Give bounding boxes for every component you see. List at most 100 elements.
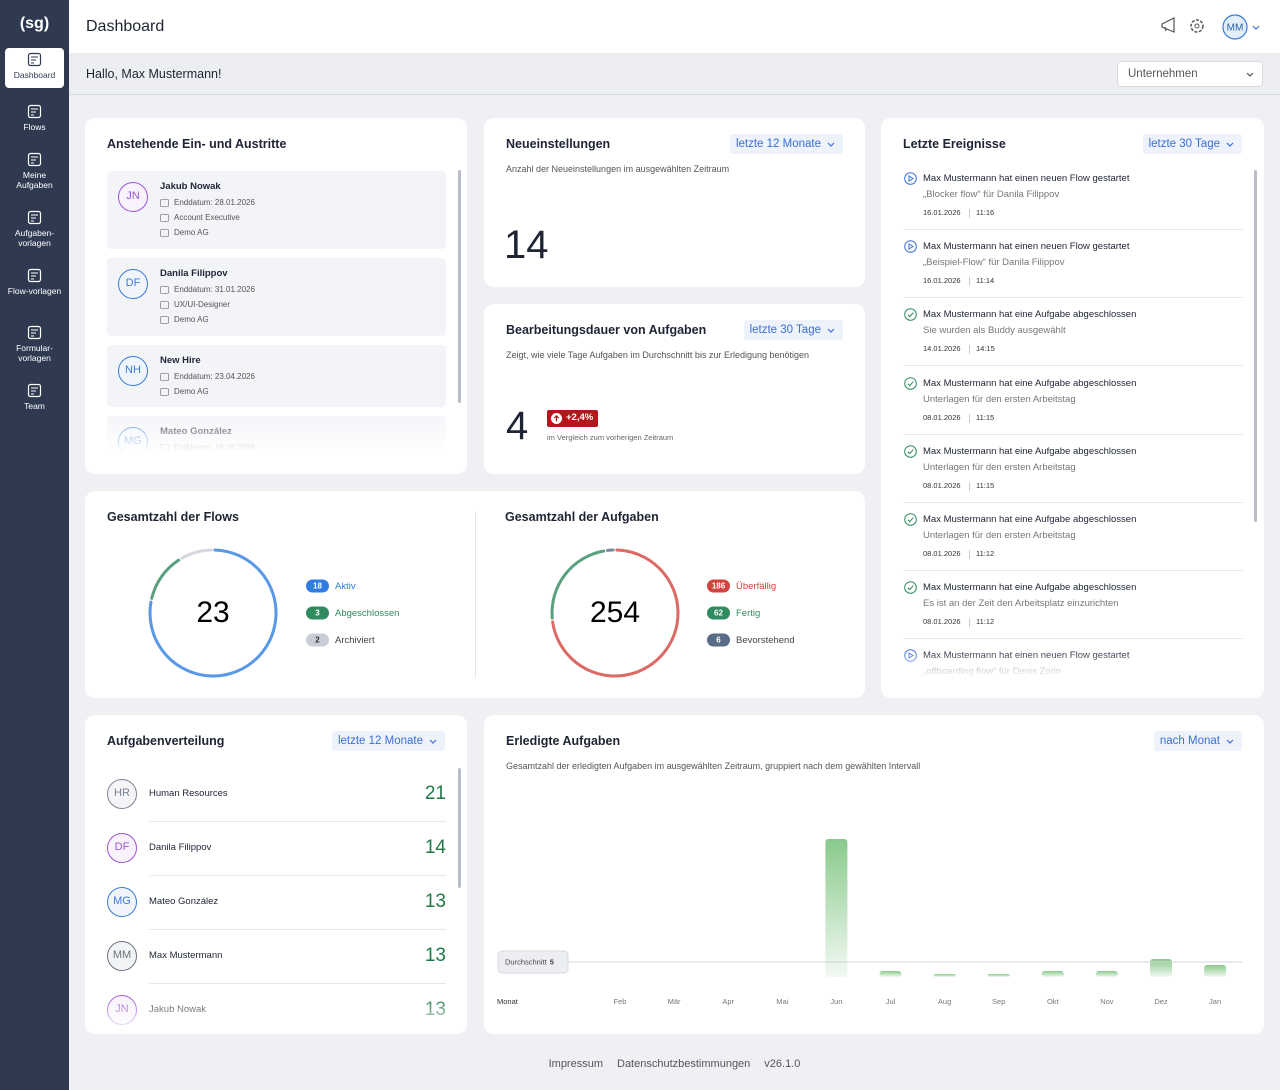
card-subtitle: Anzahl der Neueinstellungen im ausgewähl… [506,161,729,177]
average-label: Durchschnitt5 [505,957,554,966]
event-text: Max Mustermann hat einen neuen Flow gest… [923,239,1129,255]
event-icon [905,445,917,457]
company-select[interactable]: Unternehmen [1117,61,1263,87]
legend-label: Bevorstehend [736,635,795,646]
event-icon [904,581,917,594]
legend-value: 62 [714,609,723,618]
avatar: NH [118,356,148,386]
avatar: DF [118,269,148,299]
event-time: 14:15 [976,341,995,357]
event-separator [969,482,970,491]
event-detail: Unterlagen für den ersten Arbeitstag [923,528,1076,544]
legend-label: Aktiv [335,581,356,592]
event-date: 16.01.2026 [923,205,961,221]
x-tick-label: Okt [1047,997,1060,1006]
filter-dropdown[interactable]: letzte 30 Tage [744,320,843,340]
filter-dropdown[interactable]: letzte 12 Monate [332,731,445,751]
event-time: 11:12 [976,546,994,562]
entry-name: Danila Filippov [160,266,228,282]
entry-role: Account Executive [174,210,240,226]
nav-icon [31,330,38,336]
event-icon [905,582,917,594]
settings-icon[interactable] [1191,20,1203,32]
nav-item[interactable]: Flows [5,100,64,148]
entry-icon [161,374,169,381]
kpi-value: 14 [504,237,549,253]
legend-value: 3 [315,609,320,618]
event-icon [905,377,917,389]
events-card: Letzte Ereignisseletzte 30 TageMax Muste… [881,118,1264,698]
event-item: Max Mustermann hat einen neuen Flow gest… [903,170,1243,238]
nav-icon [28,326,41,339]
task-count: 13 [357,948,446,964]
event-text: Max Mustermann hat einen neuen Flow gest… [923,171,1129,187]
nav-icon [31,57,38,63]
chevron [1226,142,1234,147]
x-tick-label: Aug [938,997,951,1006]
entry-end-date: Enddatum: 23.04.2026 [174,369,255,385]
entry-name: Jakub Nowak [160,179,221,195]
donut-total: 254 [590,596,640,629]
footer-link[interactable]: Impressum [549,1056,603,1072]
nav-item[interactable]: Aufgaben-vorlagen [5,206,64,254]
event-item: Max Mustermann hat eine Aufgabe abgeschl… [903,375,1243,443]
avatar-tint [108,780,136,808]
chevron [828,143,834,146]
card-title: Bearbeitungsdauer von Aufgaben [506,322,706,338]
event-divider [903,434,1243,435]
event-icon [908,381,914,385]
entry-icon [161,287,169,294]
entries-exits-card: Anstehende Ein- und AustritteJNJakub Now… [85,118,467,474]
nav-item[interactable]: Meine Aufgaben [5,148,64,196]
processing-time-card: Bearbeitungsdauer von Aufgaben letzte 30 … [484,304,865,474]
nav-item[interactable]: Dashboard [5,48,64,88]
event-divider [903,365,1243,366]
nav-item[interactable]: Flow-vorlagen [5,264,64,312]
entry-icon [160,373,169,381]
average-value: 5 [550,957,554,966]
entry-end-date: Enddatum: 31.01.2026 [174,282,255,298]
scrollbar [458,768,461,888]
nav-icon [28,384,41,397]
event-separator [969,618,970,627]
announcement-icon[interactable] [1162,18,1174,32]
x-tick-label: Jun [830,997,842,1006]
x-tick-label: Jan [1209,997,1221,1006]
filter-dropdown[interactable]: letzte 30 Tage [1143,134,1242,154]
event-text: Max Mustermann hat eine Aufgabe abgeschl… [923,580,1136,596]
x-tick-label: Feb [614,997,627,1006]
header-icons: MM [1160,15,1270,41]
event-separator [969,414,970,423]
bar [1096,971,1118,977]
nav-label: Meine Aufgaben [7,170,62,190]
legend-label: Fertig [736,608,760,619]
x-tick-label: Nov [1100,997,1114,1006]
nav-icon [28,53,41,66]
event-date: 14.01.2026 [923,341,961,357]
avatar-tint [108,888,136,916]
distribution-card: Aufgabenverteilungletzte 12 MonateHRHuma… [85,715,467,1034]
avatar-tint [119,183,147,211]
entry-icon [160,301,169,309]
company-select-text: Unternehmen [1128,66,1198,82]
event-icon [905,514,917,526]
footer-link[interactable]: Datenschutzbestimmungen [617,1056,750,1072]
event-detail: „Blocker flow“ für Danila Filippov [923,187,1059,203]
filter-dropdown[interactable]: letzte 12 Monate [730,134,843,154]
bar [988,974,1010,977]
event-time: 11:15 [976,410,994,426]
legend-label: Überfällig [736,581,776,592]
chevron [1246,72,1254,77]
event-text: Max Mustermann hat eine Aufgabe abgeschl… [923,444,1136,460]
entry-item: DFDanila FilippovEnddatum: 31.01.2026UX/… [107,258,446,336]
chevron [429,739,437,744]
event-detail: Unterlagen für den ersten Arbeitstag [923,460,1076,476]
bar [880,971,902,977]
bar [934,974,956,977]
avatar: HR [107,779,137,809]
event-date: 08.01.2026 [923,614,961,630]
event-icon [905,309,917,321]
event-icon [905,173,917,185]
nav-item[interactable]: Formular-vorlagen [5,321,64,369]
nav-item[interactable]: Team [5,379,64,427]
